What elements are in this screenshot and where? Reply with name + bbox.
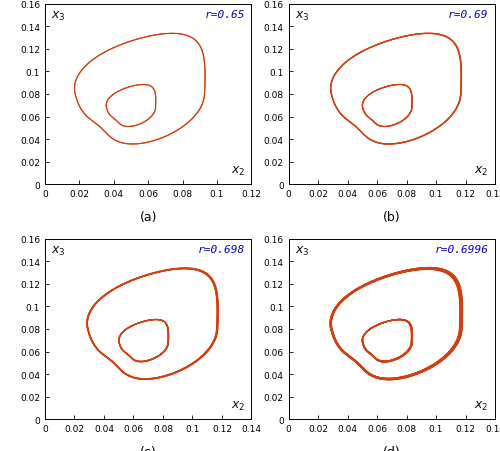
Text: (c): (c): [140, 445, 156, 451]
Text: $x_3$: $x_3$: [51, 10, 66, 23]
Text: r=0.698: r=0.698: [198, 244, 245, 254]
Text: r=0.69: r=0.69: [448, 10, 489, 20]
Text: $x_2$: $x_2$: [231, 165, 245, 178]
Text: (b): (b): [383, 210, 400, 223]
Text: r=0.6996: r=0.6996: [435, 244, 489, 254]
Text: $x_2$: $x_2$: [474, 165, 489, 178]
Text: (d): (d): [383, 445, 400, 451]
Text: $x_2$: $x_2$: [474, 399, 489, 412]
Text: $x_2$: $x_2$: [231, 399, 245, 412]
Text: r=0.65: r=0.65: [204, 10, 245, 20]
Text: $x_3$: $x_3$: [295, 10, 310, 23]
Text: (a): (a): [140, 210, 157, 223]
Text: $x_3$: $x_3$: [295, 244, 310, 258]
Text: $x_3$: $x_3$: [51, 244, 66, 258]
